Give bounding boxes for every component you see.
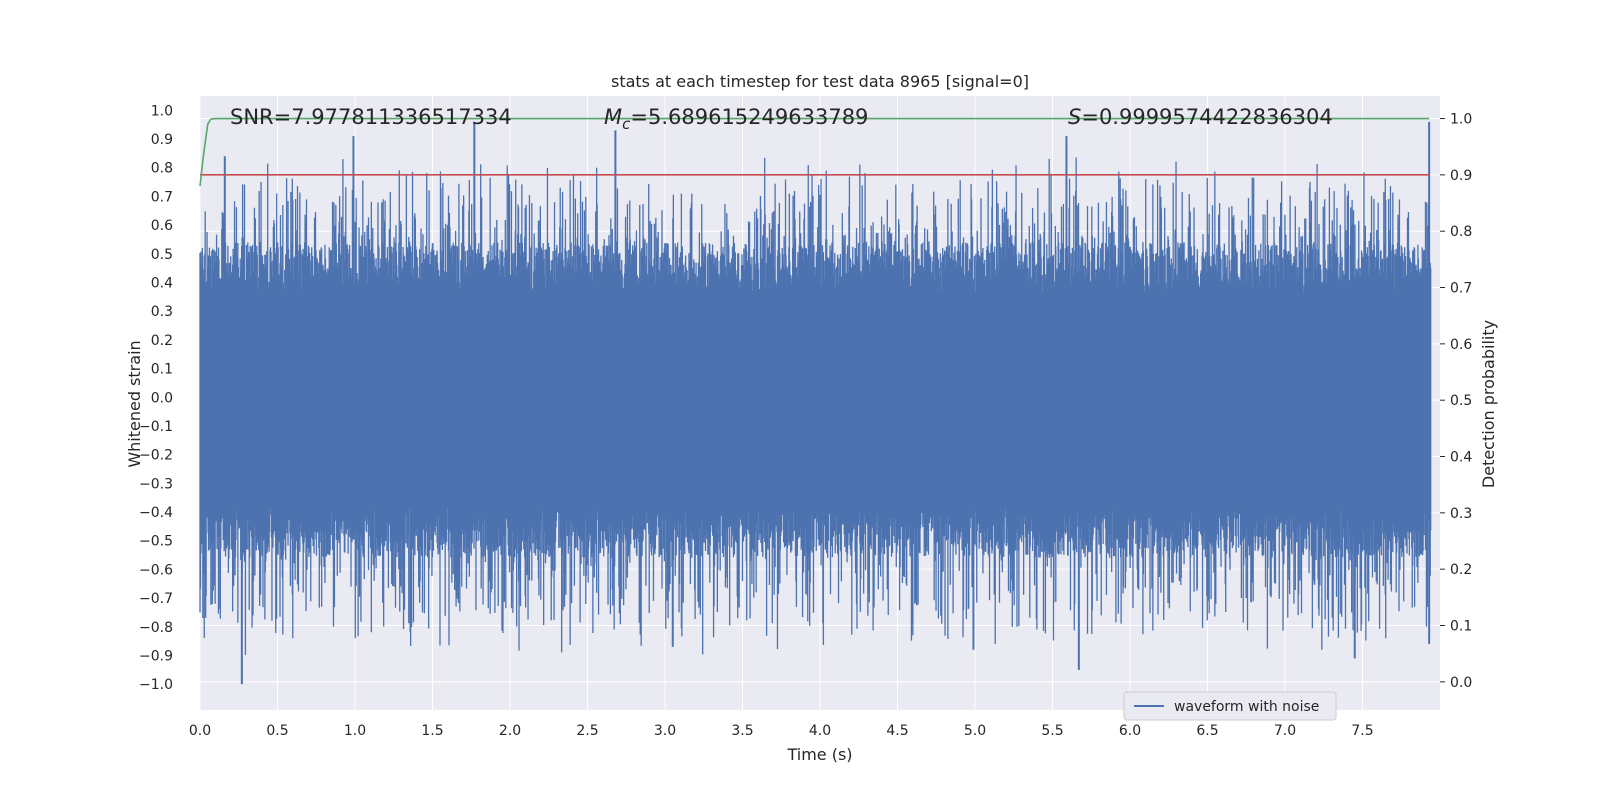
y-right-tick-label: 0.6 [1450, 337, 1472, 353]
chirp-mass-value: =5.689615249633789 [630, 105, 868, 129]
legend-box [1123, 691, 1337, 721]
y-right-tick-label: 1.0 [1450, 112, 1472, 128]
y-left-tick-label: 0.7 [151, 189, 173, 205]
score-symbol: S [1068, 105, 1081, 129]
x-tick-label: 7.5 [1351, 723, 1373, 739]
chirp-mass-symbol: M [604, 105, 622, 129]
y-left-tick-label: 0.3 [151, 304, 173, 320]
detection-probability-line [199, 117, 1430, 187]
x-tick-label: 2.0 [499, 723, 521, 739]
y-right-axis-label: Detection probability [1479, 320, 1498, 488]
y-right-tick-label: 0.5 [1450, 393, 1472, 409]
y-left-tick-label: −0.2 [139, 448, 173, 464]
chart-title: stats at each timestep for test data 896… [611, 72, 1029, 91]
chirp-mass-subscript: c [622, 115, 631, 133]
x-tick-label: 1.0 [344, 723, 366, 739]
x-tick-label: 2.5 [576, 723, 598, 739]
y-left-tick-label: −0.7 [139, 591, 173, 607]
x-tick-label: 3.5 [731, 723, 753, 739]
x-tick-label: 5.5 [1041, 723, 1063, 739]
x-tick-label: 6.5 [1196, 723, 1218, 739]
y-left-tick-label: 0.8 [151, 161, 173, 177]
y-left-axis-label: Whitened strain [125, 340, 144, 467]
x-tick-label: 4.5 [886, 723, 908, 739]
y-left-ticks: 1.0 0.9 0.8 0.7 0.6 0.5 0.4 0.3 0.2 0.1 0.0 −0.1 −0.… [139, 103, 173, 693]
legend-entry-waveform: waveform with noise [1174, 699, 1319, 715]
score-value: =0.9999574422836304 [1081, 105, 1332, 129]
legend: waveform with noise [1123, 691, 1337, 721]
y-left-tick-label: −0.8 [139, 620, 173, 636]
x-tick-label: 5.0 [964, 723, 986, 739]
x-tick-label: 1.5 [421, 723, 443, 739]
x-tick-label: 0.0 [189, 723, 211, 739]
y-left-tick-label: −0.9 [139, 648, 173, 664]
y-left-tick-label: −0.5 [139, 534, 173, 550]
waveform-core [200, 293, 1431, 501]
y-left-tick-label: −1.0 [139, 677, 173, 693]
y-left-tick-label: −0.1 [139, 419, 173, 435]
x-tick-label: 4.0 [809, 723, 831, 739]
y-left-tick-label: −0.6 [139, 562, 173, 578]
y-right-tick-label: 0.9 [1450, 168, 1472, 184]
x-tick-label: 6.0 [1119, 723, 1141, 739]
y-left-tick-label: 1.0 [151, 103, 173, 119]
y-right-tick-label: 0.8 [1450, 224, 1472, 240]
y-right-tick-label: 0.0 [1450, 675, 1472, 691]
x-axis-label: Time (s) [786, 745, 852, 764]
y-right-tick-label: 0.7 [1450, 281, 1472, 297]
x-ticks: 0.0 0.5 1.0 1.5 2.0 2.5 3.0 3.5 4.0 4.5 5.0 5.5 6.0 6… [189, 723, 1374, 739]
y-left-tick-label: 0.2 [151, 333, 173, 349]
y-left-tick-label: 0.4 [151, 275, 173, 291]
y-left-tick-label: 0.6 [151, 218, 173, 234]
x-tick-label: 0.5 [266, 723, 288, 739]
score-annotation: S=0.9999574422836304 [1068, 105, 1333, 129]
x-tick-label: 7.0 [1274, 723, 1296, 739]
y-left-tick-label: 0.5 [151, 247, 173, 263]
chirp-mass-annotation: Mc=5.689615249633789 [604, 105, 868, 133]
y-right-tick-label: 0.2 [1450, 562, 1472, 578]
y-right-tick-label: 0.1 [1450, 619, 1472, 635]
y-left-tick-label: 0.9 [151, 132, 173, 148]
y-left-tick-label: −0.3 [139, 476, 173, 492]
x-tick-label: 3.0 [654, 723, 676, 739]
y-left-tick-label: −0.4 [139, 505, 173, 521]
y-left-tick-label: 0.1 [151, 362, 173, 378]
y-right-tick-label: 0.4 [1450, 450, 1472, 466]
snr-annotation: SNR=7.977811336517334 [230, 105, 512, 129]
series-layer [199, 117, 1432, 685]
y-left-tick-label: 0.0 [151, 390, 173, 406]
y-right-ticks: 1.0 0.9 0.8 0.7 0.6 0.5 0.4 0.3 0.2 0.1 0.0 [1440, 112, 1472, 691]
y-right-tick-label: 0.3 [1450, 506, 1472, 522]
